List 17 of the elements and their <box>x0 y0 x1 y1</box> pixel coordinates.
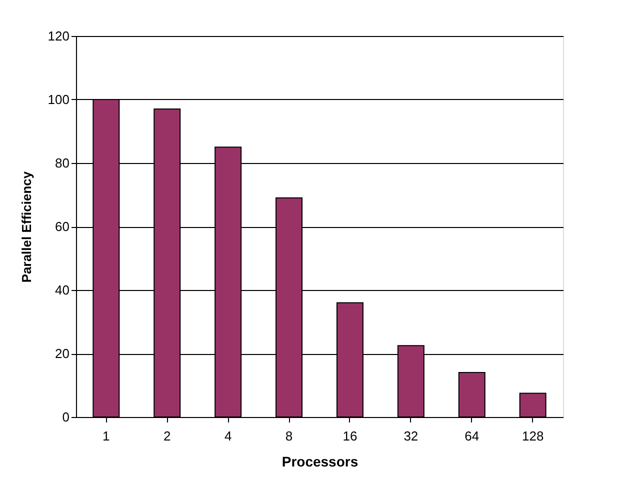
x-tick-label: 8 <box>285 428 293 444</box>
x-tick-label: 128 <box>522 428 544 444</box>
x-tick-label: 2 <box>164 428 171 444</box>
y-tick-label: 100 <box>48 92 70 107</box>
y-tick-label: 60 <box>55 219 70 234</box>
y-tick-label: 20 <box>55 346 70 361</box>
y-axis-title: Parallel Efficiency <box>18 170 34 283</box>
y-tick-label: 40 <box>55 282 70 298</box>
x-tick-label: 32 <box>404 428 418 444</box>
x-tick-label: 64 <box>464 428 480 444</box>
x-tick-label: 16 <box>342 428 358 444</box>
x-tick-label: 4 <box>224 428 232 444</box>
y-tick-label: 0 <box>62 410 70 424</box>
x-tick-label: 1 <box>102 428 110 444</box>
y-tick-label: 120 <box>48 28 70 44</box>
y-tick-label: 80 <box>55 156 70 170</box>
x-axis-title: Processors <box>282 454 358 470</box>
